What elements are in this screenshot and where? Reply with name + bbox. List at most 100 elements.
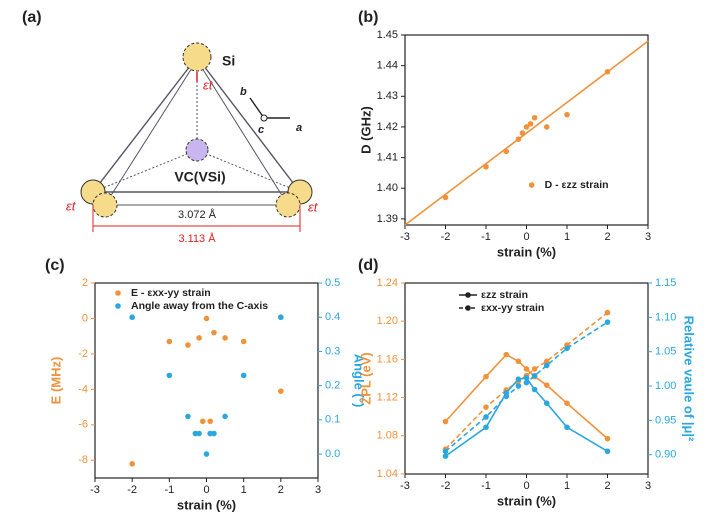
vacancy-label: VC(VSi) bbox=[174, 169, 225, 185]
y-tick-label: -6 bbox=[78, 419, 88, 431]
y-tick-label: 1.24 bbox=[377, 277, 398, 289]
y-axis-label: E (MHz) bbox=[48, 357, 63, 405]
strain-label: εt bbox=[308, 199, 319, 214]
data-point bbox=[523, 379, 530, 386]
x-tick-label: 0 bbox=[523, 480, 529, 492]
y-tick-label: 1.20 bbox=[377, 315, 398, 327]
data-point bbox=[211, 430, 217, 437]
data-point bbox=[503, 393, 510, 400]
x-tick-label: 1 bbox=[241, 484, 247, 496]
data-point bbox=[604, 448, 611, 455]
legend-label: εxx-yy strain bbox=[481, 302, 544, 314]
y-tick-label: 1.43 bbox=[377, 90, 398, 102]
y-tick-label: -2 bbox=[78, 348, 88, 360]
x-axis-label: strain (%) bbox=[497, 244, 556, 259]
legend-marker bbox=[528, 182, 535, 188]
y-tick-label: 1.04 bbox=[377, 468, 398, 480]
y2-tick-label: 0.95 bbox=[655, 414, 676, 426]
data-point bbox=[543, 358, 550, 365]
data-point bbox=[185, 413, 191, 420]
panel-label: (a) bbox=[22, 9, 42, 26]
x-tick-label: -1 bbox=[164, 484, 174, 496]
data-point bbox=[543, 362, 550, 369]
data-point bbox=[543, 124, 550, 130]
y-axis-label: D (GHz) bbox=[358, 106, 373, 154]
x-tick-label: -3 bbox=[90, 484, 100, 496]
y-tick-label: 1.45 bbox=[377, 29, 398, 41]
data-point bbox=[483, 424, 489, 431]
data-point bbox=[483, 404, 489, 410]
y2-tick-label: 1.05 bbox=[655, 346, 676, 358]
x-tick-label: 3 bbox=[315, 484, 321, 496]
y-tick-label: 1.16 bbox=[377, 353, 398, 365]
data-point bbox=[604, 309, 611, 316]
atom bbox=[275, 192, 301, 218]
plot-frame bbox=[94, 282, 319, 479]
chart: (d) -3 -2 -1 0 1 2 3 1.04 1.08 1.12 1.16 1.20 1.24 0.9… bbox=[358, 257, 697, 508]
y-tick-label: -8 bbox=[78, 454, 88, 466]
data-point bbox=[442, 418, 449, 425]
x-tick-label: 3 bbox=[645, 231, 651, 243]
legend-label: Angle away from the C-axis bbox=[131, 300, 268, 312]
data-point bbox=[196, 335, 202, 341]
y-tick-label: 1.08 bbox=[377, 430, 398, 442]
atom bbox=[182, 42, 212, 72]
x-tick-label: 2 bbox=[604, 480, 610, 492]
data-point bbox=[129, 461, 135, 467]
bond bbox=[92, 149, 198, 193]
panel-label: (b) bbox=[358, 9, 378, 26]
data-point bbox=[166, 372, 173, 379]
y-tick-label: 1.41 bbox=[377, 151, 398, 163]
data-point bbox=[503, 351, 510, 358]
data-point bbox=[278, 314, 284, 321]
atom bbox=[92, 192, 118, 218]
data-point bbox=[203, 315, 210, 322]
x-tick-label: 0 bbox=[523, 231, 529, 243]
data-point bbox=[203, 451, 210, 457]
data-point bbox=[199, 418, 206, 425]
data-point bbox=[211, 329, 217, 336]
y2-tick-label: 1.10 bbox=[655, 311, 676, 323]
bond bbox=[196, 149, 301, 193]
data-point bbox=[515, 358, 522, 365]
legend-marker bbox=[465, 292, 471, 298]
y-tick-label: 1.39 bbox=[377, 213, 398, 225]
data-point bbox=[442, 448, 449, 455]
x-tick-label: -2 bbox=[441, 480, 451, 492]
x-tick-label: -1 bbox=[481, 480, 491, 492]
x-tick-label: -2 bbox=[127, 484, 137, 496]
vacancy bbox=[185, 138, 209, 162]
data-point bbox=[564, 111, 570, 118]
y2-tick-label: 1.00 bbox=[655, 380, 676, 392]
y2-tick-label: 0.0 bbox=[325, 448, 340, 460]
strain-label: εt bbox=[66, 198, 77, 213]
y2-axis-label: Angle (°) bbox=[352, 354, 367, 408]
y-tick-label: 1.40 bbox=[377, 182, 398, 194]
legend-label: εzz strain bbox=[481, 289, 528, 301]
axis-arrow bbox=[249, 97, 265, 119]
diagram: (a) Si εt εt εt VC(VSi) 3.072 Å 3.113 Å … bbox=[22, 9, 319, 245]
data-point bbox=[523, 366, 530, 372]
axis-origin bbox=[260, 114, 268, 122]
axis-label: b bbox=[240, 86, 247, 98]
y2-tick-label: 0.5 bbox=[325, 277, 340, 289]
data-point bbox=[442, 453, 449, 459]
data-point bbox=[543, 400, 550, 407]
data-point bbox=[604, 319, 611, 325]
series-line bbox=[404, 40, 649, 226]
data-point bbox=[543, 382, 550, 388]
data-point bbox=[483, 373, 489, 380]
x-tick-label: 1 bbox=[564, 480, 570, 492]
x-tick-label: 1 bbox=[564, 231, 570, 243]
data-point bbox=[564, 424, 570, 431]
data-point bbox=[531, 114, 538, 121]
chart: (c) -3 -2 -1 0 1 2 3 2 0 -2 -4 -6 -8 0.0 0.1 0.2 0.3 0.4 0.… bbox=[45, 257, 367, 512]
data-point bbox=[523, 375, 530, 381]
distance-label: 3.113 Å bbox=[178, 232, 216, 245]
legend-marker bbox=[465, 305, 471, 311]
x-tick-label: -3 bbox=[400, 480, 410, 492]
data-point bbox=[222, 335, 228, 341]
distance-label: 3.072 Å bbox=[178, 208, 217, 221]
y-tick-label: 1.12 bbox=[377, 392, 398, 404]
